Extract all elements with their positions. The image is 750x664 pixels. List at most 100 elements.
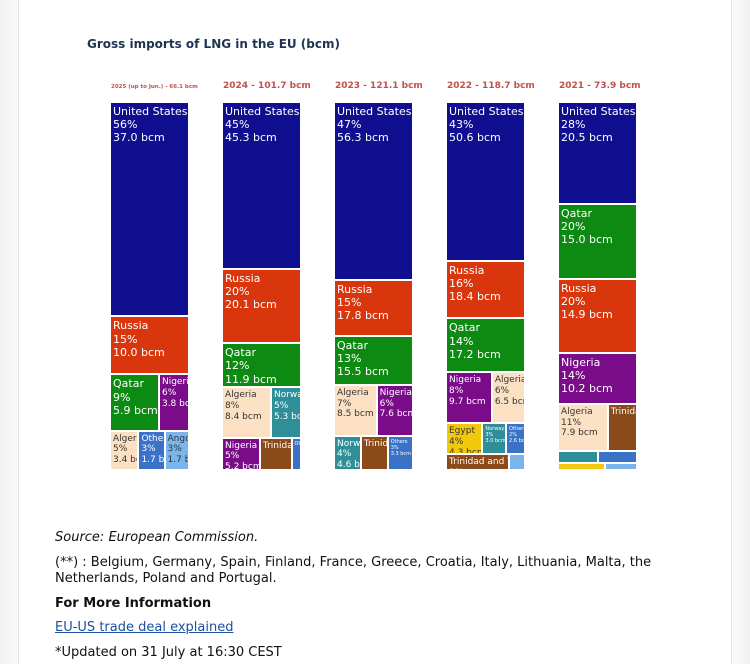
tile-label: 47% <box>337 118 362 132</box>
tile-label: 16% <box>449 276 474 290</box>
tile-united-states-3: United States 43% 50.6 bcm <box>447 103 524 260</box>
tile-angola-0: Angola3%1.7 bcm <box>165 431 188 469</box>
left-edge <box>0 0 19 664</box>
tile-label: 3.4 bcm <box>113 455 137 466</box>
tile-norway-3: Norway 3% 3.0 bcm <box>483 424 506 454</box>
tile-trinidad-and-tobago-2: Trinidad and Tobago <box>361 436 387 469</box>
footnote: (**) : Belgium, Germany, Spain, Finland,… <box>55 555 652 586</box>
tile-label: Russia <box>561 281 597 295</box>
tile-angola-4 <box>606 463 636 469</box>
tile-label: 6% <box>494 386 510 397</box>
tile-algeria-2: Algeria 7% 8.5 bcm <box>335 385 376 435</box>
tile-label: Others <box>294 440 300 447</box>
tile-nigeria-1: Nigeria 5% 5.2 bcm <box>223 438 259 469</box>
tile-label: 56.3 bcm <box>337 131 389 145</box>
tile-label: 14.9 bcm <box>561 308 613 322</box>
tile-label: Algeria <box>494 375 524 386</box>
tile-label: Russia <box>337 282 373 296</box>
tile-label: Egypt <box>449 426 475 437</box>
tile-qatar-3: Qatar 14% 17.2 bcm <box>447 319 524 372</box>
tile-russia-4: Russia 20% 14.9 bcm <box>559 279 636 352</box>
tile-label: 18.4 bcm <box>449 290 501 304</box>
tile-label: 2.6 bcm <box>509 438 524 445</box>
tile-label: Norway <box>485 426 505 433</box>
tile-qatar-2: Qatar 13% 15.5 bcm <box>335 336 412 384</box>
tile-russia-3: Russia 16% 18.4 bcm <box>447 261 524 318</box>
tile-egypt-3: Egypt 4% 4.3 bcm <box>447 424 482 454</box>
tile-label: Nigeria <box>449 375 482 386</box>
tile-algeria-4: Algeria 11% 7.9 bcm <box>559 404 607 450</box>
tile-russia-0: Russia 15% 10.0 bcm <box>111 317 188 374</box>
chart-title: Gross imports of LNG in the EU (bcm) <box>87 37 340 51</box>
tile-label: 28% <box>561 118 586 132</box>
tile-label: United States <box>561 105 636 118</box>
tile-label: Qatar <box>113 377 144 391</box>
tile-russia-2: Russia 15% 17.8 bcm <box>335 280 412 335</box>
tile-label: 7.9 bcm <box>561 428 598 439</box>
tile-label: 17.8 bcm <box>337 309 389 323</box>
tile-label: United States <box>113 105 188 118</box>
tile-label: 5.9 bcm <box>113 403 158 417</box>
tile-label: 3% <box>485 432 494 439</box>
tile-label: 1.7 bcm <box>167 455 188 466</box>
tile-label: Algeria <box>337 387 369 398</box>
tile-others-2: Others 3% 3.3 bcm <box>388 436 412 469</box>
column-header-1: 2024 - 101.7 bcm <box>223 81 311 91</box>
tile-label: 10.0 bcm <box>113 345 165 359</box>
column-header-4: 2021 - 73.9 bcm <box>559 81 641 91</box>
tile-label: 8.4 bcm <box>225 411 262 422</box>
tile-label: 14% <box>449 334 474 348</box>
tile-label: 8% <box>225 400 240 411</box>
tile-label: Russia <box>225 272 261 286</box>
tile-label: 15.0 bcm <box>561 233 613 247</box>
tile-label: 4.6 bcm <box>337 460 360 469</box>
tile-label: 20% <box>561 294 586 308</box>
tile-label: United States <box>449 105 524 118</box>
tile-norway-4 <box>559 451 597 462</box>
tile-norway-1: Norway5%5.3 bcm <box>271 388 300 437</box>
tile-label: 11% <box>561 417 582 428</box>
tile-label: 5.2 bcm <box>225 462 259 469</box>
tile-others-3: Others2%2.6 bcm <box>507 424 524 454</box>
tile-label: 4% <box>449 437 464 448</box>
tile-label: 37.0 bcm <box>113 131 165 145</box>
tile-qatar-0: Qatar 9% 5.9 bcm <box>111 375 158 430</box>
tile-label: 17.2 bcm <box>449 347 501 361</box>
updated-text: *Updated on 31 July at 16:30 CEST <box>55 645 282 660</box>
tile-trinidad-and-tobago-1: Trinidad and Tobago <box>260 438 291 469</box>
tile-label: 3% <box>141 444 156 455</box>
trade-deal-link[interactable]: EU-US trade deal explained <box>55 620 234 635</box>
tile-label: Algeria <box>561 406 593 417</box>
tile-united-states-4: United States 28% 20.5 bcm <box>559 103 636 204</box>
tile-label: 3.8 bcm <box>161 398 188 409</box>
tile-qatar-4: Qatar 20% 15.0 bcm <box>559 205 636 278</box>
tile-label: 5% <box>113 444 128 455</box>
tile-label: United States <box>225 105 300 118</box>
tile-label: 1.7 bcm <box>141 455 164 466</box>
tile-label: 14% <box>561 369 586 383</box>
tile-label: Russia <box>449 263 485 277</box>
tile-label: Algeria <box>225 390 257 401</box>
right-edge <box>731 0 750 664</box>
tile-label: United States <box>337 105 412 118</box>
tile-label: 20% <box>225 285 250 299</box>
tile-label: 20.5 bcm <box>561 131 613 145</box>
tile-label: 50.6 bcm <box>449 131 501 145</box>
tile-label: 43% <box>449 118 474 132</box>
tile-label: Qatar <box>337 338 368 352</box>
tile-russia-1: Russia 20% 20.1 bcm <box>223 270 300 343</box>
tile-trinidad-and-tobago-4: Trinidad and Tobago <box>608 404 636 450</box>
tile-united-states-2: United States 47% 56.3 bcm <box>335 103 412 279</box>
tile-label: Others <box>390 438 408 445</box>
tile-label: Others <box>509 426 524 433</box>
tile-label: 2% <box>509 432 517 439</box>
tile-label: 3% <box>390 444 399 451</box>
tile-label: Others <box>141 433 164 444</box>
tile-algeria-1: Algeria 8% 8.4 bcm <box>223 388 270 437</box>
tile-label: 20.1 bcm <box>225 298 277 312</box>
tile-label: Qatar <box>449 321 480 335</box>
tile-label: Algeria <box>113 433 137 444</box>
